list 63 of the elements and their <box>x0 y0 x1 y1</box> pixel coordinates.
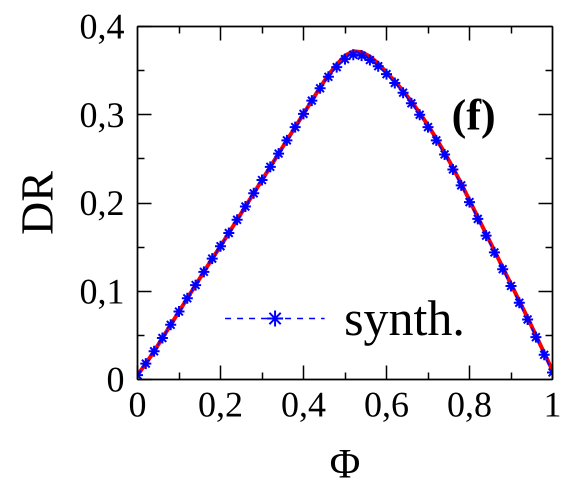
y-tick-label: 0,3 <box>80 94 124 135</box>
point <box>206 252 219 266</box>
point <box>139 357 152 370</box>
point <box>388 76 402 90</box>
point <box>480 229 493 242</box>
point <box>222 226 236 240</box>
point <box>380 68 393 81</box>
y-tick-label: 0,2 <box>80 183 124 223</box>
point <box>280 134 294 147</box>
point <box>538 348 551 362</box>
point <box>446 162 460 176</box>
point <box>521 312 534 326</box>
point <box>512 296 526 310</box>
point <box>238 200 252 214</box>
point <box>346 48 360 62</box>
point <box>180 292 194 305</box>
point <box>272 147 286 160</box>
point <box>288 120 302 134</box>
x-tick-label: 0,8 <box>447 384 492 424</box>
point <box>214 240 227 253</box>
x-tick-label: 0,2 <box>198 384 243 424</box>
x-tick-label: 0,4 <box>281 384 326 424</box>
point <box>471 212 484 226</box>
point <box>189 278 202 292</box>
point <box>363 54 376 67</box>
point <box>454 178 468 192</box>
point <box>413 108 426 122</box>
point <box>438 148 452 161</box>
point <box>488 246 501 259</box>
point <box>230 213 244 226</box>
y-tick-label: 0 <box>106 360 124 400</box>
point <box>264 160 277 174</box>
point <box>504 279 518 292</box>
y-axis-title: DR <box>12 170 62 235</box>
point <box>338 52 352 66</box>
annotation: (f) <box>452 90 496 140</box>
point <box>197 265 210 278</box>
point <box>156 332 169 345</box>
point <box>172 305 186 318</box>
legend-label: synth. <box>344 289 465 347</box>
point <box>256 174 268 187</box>
point <box>305 94 318 108</box>
x-axis-title: Φ <box>330 442 360 488</box>
point <box>463 196 476 209</box>
point <box>322 70 335 84</box>
y-tick-label: 0,4 <box>80 6 124 46</box>
point <box>372 60 385 73</box>
point <box>297 107 310 120</box>
point <box>355 49 368 62</box>
point <box>247 186 260 200</box>
point <box>396 86 410 100</box>
x-tick-label: 1 <box>544 384 562 424</box>
point <box>330 60 344 74</box>
point <box>529 330 542 344</box>
point <box>496 262 510 276</box>
point <box>430 134 443 147</box>
y-tick-label: 0,1 <box>80 271 124 312</box>
point <box>404 96 418 110</box>
point <box>422 120 434 134</box>
point <box>148 344 161 358</box>
point <box>164 318 178 332</box>
x-tick-label: 0,6 <box>364 384 409 424</box>
point <box>314 82 327 95</box>
